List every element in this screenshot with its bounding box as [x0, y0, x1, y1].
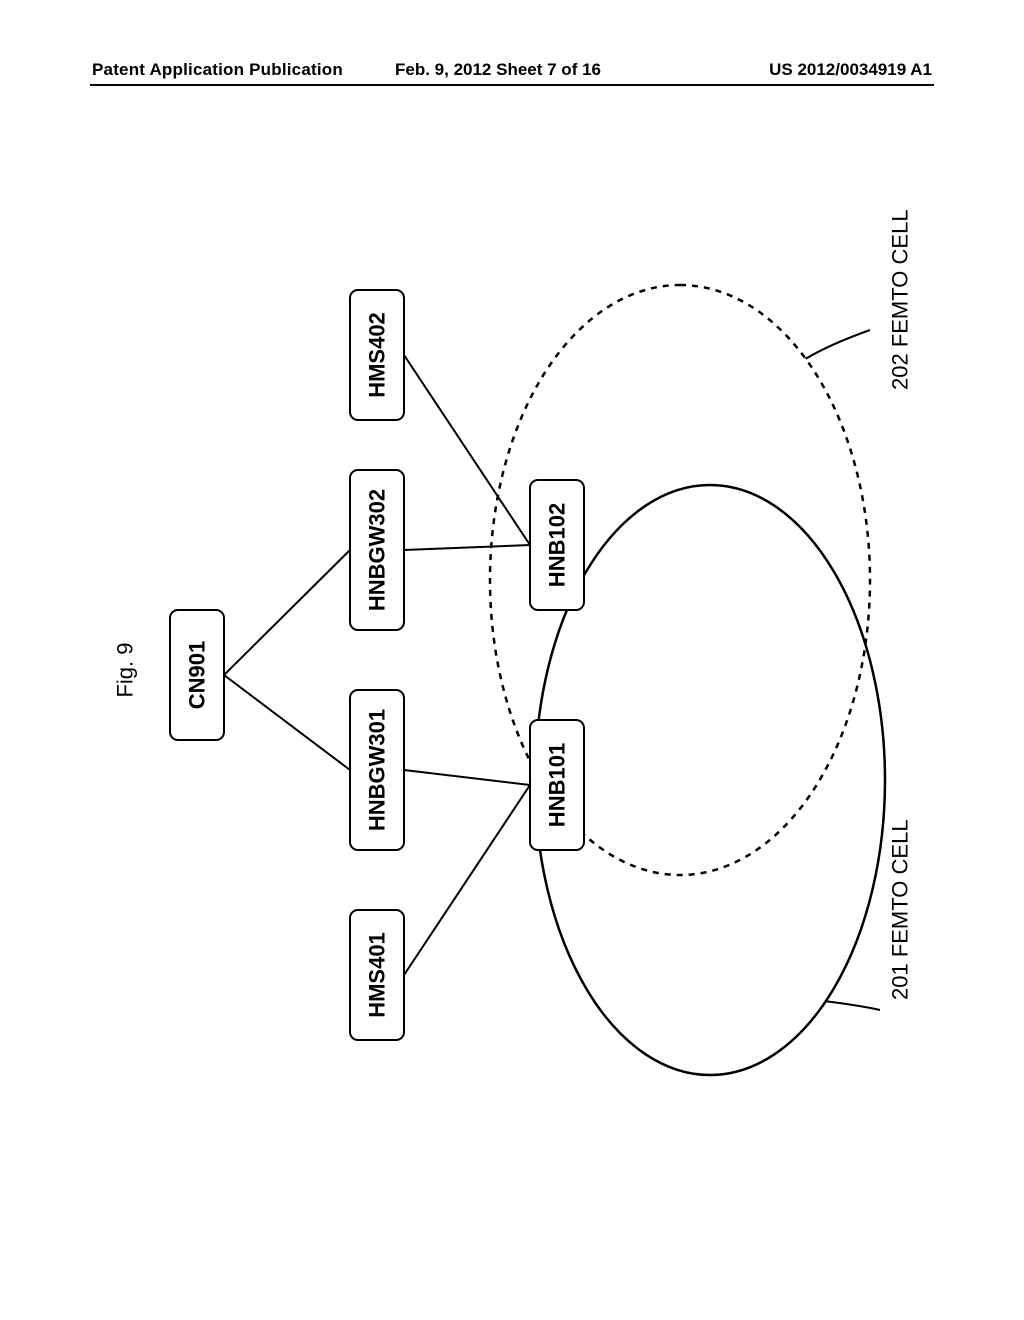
femto202-leader — [806, 330, 870, 359]
edge-hms401-hnb101 — [404, 785, 530, 975]
node-hnb101-label: HNB101 — [545, 743, 570, 827]
node-hnbgw302-label: HNBGW302 — [365, 489, 390, 611]
node-hnbgw301-label: HNBGW301 — [365, 709, 390, 831]
diagram-svg: Fig. 9 CN901 HMS401 HNBGW301 HNBGW302 HMS402 H… — [90, 180, 934, 1180]
edge-cn-hnbgw301 — [224, 675, 350, 770]
node-hms402-label: HMS402 — [365, 312, 390, 398]
femto201-label: 201 FEMTO CELL — [888, 819, 913, 1000]
edge-hnbgw301-hnb101 — [404, 770, 530, 785]
page-header: Patent Application Publication Feb. 9, 2… — [0, 58, 1024, 88]
node-cn-label: CN901 — [185, 641, 210, 709]
figure-title: Fig. 9 — [113, 642, 138, 697]
edge-hms402-hnb102 — [404, 355, 530, 545]
edge-cn-hnbgw302 — [224, 550, 350, 675]
femto201-ellipse — [535, 485, 885, 1075]
figure-9-diagram: Fig. 9 CN901 HMS401 HNBGW301 HNBGW302 HMS402 H… — [90, 180, 934, 1180]
edge-hnbgw302-hnb102 — [404, 545, 530, 550]
page: Patent Application Publication Feb. 9, 2… — [0, 0, 1024, 1320]
header-middle: Feb. 9, 2012 Sheet 7 of 16 — [395, 60, 601, 80]
femto202-label: 202 FEMTO CELL — [888, 209, 913, 390]
header-right: US 2012/0034919 A1 — [769, 60, 932, 80]
femto201-leader — [826, 1001, 880, 1010]
node-hms401-label: HMS401 — [365, 932, 390, 1018]
header-left: Patent Application Publication — [92, 60, 343, 80]
node-hnb102-label: HNB102 — [545, 503, 570, 587]
header-rule — [90, 84, 934, 86]
